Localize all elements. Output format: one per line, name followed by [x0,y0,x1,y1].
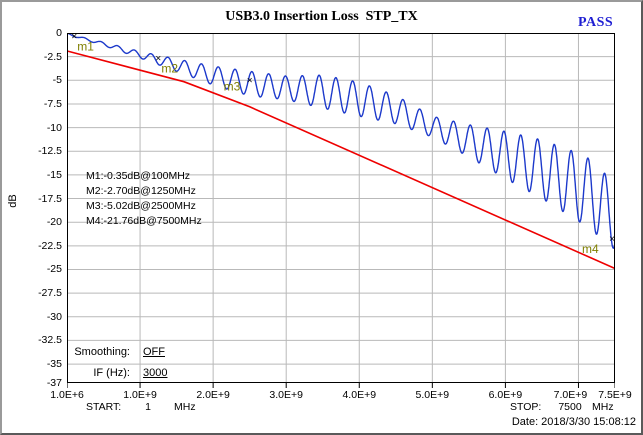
chart-canvas: ×m1×m2×m3×m4 [66,31,616,388]
y-tick-label: -17.5 [38,192,62,205]
marker-readout-line: M2:-2.70dB@1250MHz [86,185,196,197]
x-tick-label: 5.0E+9 [415,389,450,401]
marker-readout-line: M3:-5.02dB@2500MHz [86,200,196,212]
y-tick-label: -37 [46,377,62,389]
y-tick-label: -35 [46,358,62,371]
y-tick-label: -15 [46,168,62,181]
y-tick-label: -12.5 [38,145,62,158]
if-bandwidth-value-field[interactable]: 3000 [143,367,168,379]
insertion-loss-trace [66,32,616,249]
plot-border [67,33,615,383]
marker-label-m1: m1 [77,39,94,53]
smoothing-value-field[interactable]: OFF [143,346,165,358]
smoothing-label: Smoothing: [74,346,130,358]
y-tick-label: -2.5 [43,50,62,63]
stop-unit: MHz [592,401,614,413]
x-tick-label: 1.0E+9 [123,389,157,401]
y-tick-label: -22.5 [38,239,62,252]
marker-label-m2: m2 [161,62,178,76]
y-tick-label: -10 [46,121,62,134]
stop-label: STOP: [510,401,542,413]
x-tick-label: 2.0E+9 [196,389,230,401]
timestamp: Date: 2018/3/30 15:08:12 [511,416,636,428]
y-tick-label: -5 [52,74,62,87]
y-tick-label: -32.5 [38,334,62,347]
marker-cross-icon: × [155,54,161,65]
x-tick-label: 1.0E+6 [50,389,84,401]
y-tick-label: -25 [46,263,62,276]
x-tick-label: 6.0E+9 [488,389,523,401]
x-tick-label: 7.5E+9 [598,389,632,401]
start-unit: MHz [174,401,196,413]
page-title: USB3.0 Insertion Loss STP_TX [225,9,418,24]
x-tick-label: 4.0E+9 [342,389,377,401]
y-tick-label: 0 [56,27,62,39]
start-value-field[interactable]: 1 [145,401,151,413]
marker-cross-icon: × [609,234,615,245]
x-tick-label: 3.0E+9 [269,389,303,401]
marker-cross-icon: × [247,75,253,86]
y-tick-label: -7.5 [43,97,62,110]
marker-label-m3: m3 [224,79,241,93]
y-tick-label: -30 [46,310,62,323]
limit-line-trace [66,50,616,270]
plot-area: × m1 × m2 × m3 × m4 [66,31,616,390]
marker-readout: M1:-0.35dB@100MHz M2:-2.70dB@1250MHz M3:-5… [86,169,202,229]
pass-status-badge: PASS [578,15,614,30]
y-tick-label: -27.5 [38,287,62,300]
marker-readout-line: M4:-21.76dB@7500MHz [86,215,202,227]
start-label: START: [86,401,122,413]
y-tick-label: -20 [46,216,62,229]
if-bandwidth-label: IF (Hz): [93,367,130,379]
marker-label-m4: m4 [582,242,599,256]
marker-cross-icon: × [71,33,77,42]
stop-value-field[interactable]: 7500 [558,401,582,413]
x-tick-label: 7.0E+9 [553,389,588,401]
marker-readout-line: M1:-0.35dB@100MHz [86,170,191,182]
